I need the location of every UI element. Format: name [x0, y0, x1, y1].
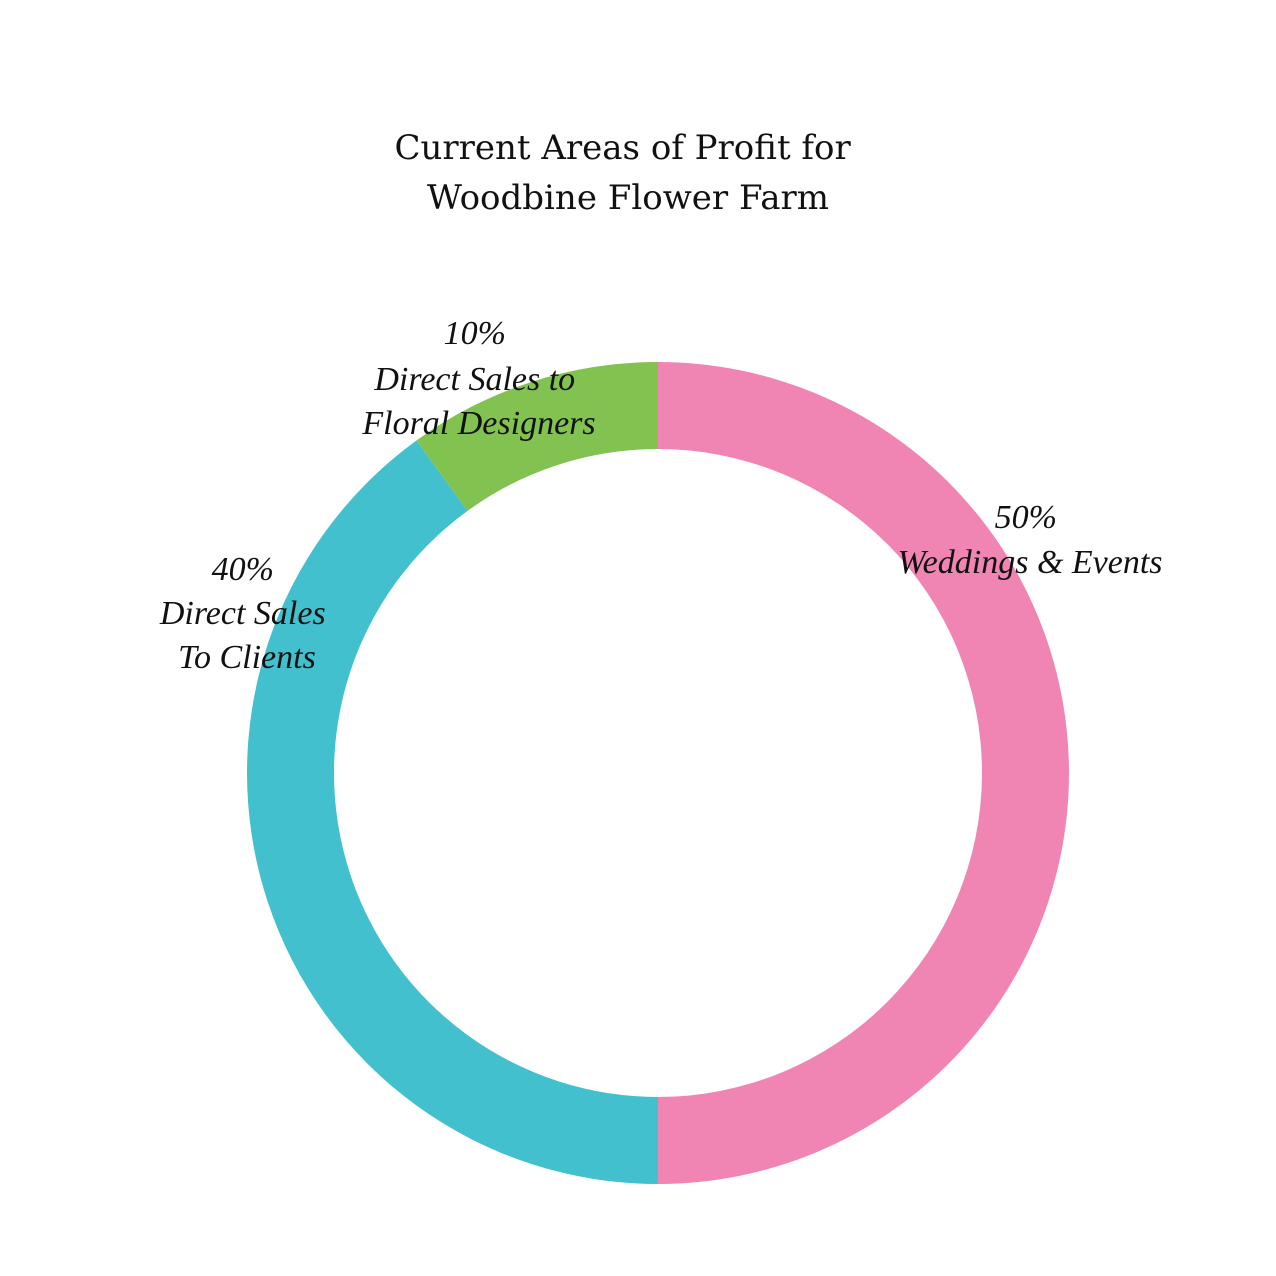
slice-value-weddings-events: 50% [995, 499, 1057, 536]
donut-slice-direct-sales-designers [416, 362, 658, 511]
slice-value-direct-sales-clients: 40% [212, 551, 274, 588]
donut-slices [247, 362, 1069, 1184]
chart-title-line-1: Current Areas of Profit for [394, 128, 851, 168]
slice-label-direct-sales-designers: 10% Direct Sales to Floral Designers [361, 315, 595, 442]
slice-label-direct-sales-clients: 40% Direct Sales To Clients [159, 551, 334, 676]
slice-label-weddings-events: 50% Weddings & Events [897, 499, 1162, 581]
chart-title-line-2: Woodbine Flower Farm [427, 178, 829, 218]
slice-name-direct-sales-clients-line-1: Direct Sales [159, 595, 326, 632]
slice-name-direct-sales-clients-line-2: To Clients [178, 639, 316, 676]
slice-value-direct-sales-designers: 10% [444, 315, 506, 352]
slice-name-direct-sales-designers-line-1: Direct Sales to [373, 361, 575, 398]
slice-name-direct-sales-designers-line-2: Floral Designers [361, 405, 595, 442]
donut-slice-weddings-events [658, 362, 1069, 1184]
donut-slice-direct-sales-clients [247, 440, 658, 1184]
slice-name-weddings-events: Weddings & Events [897, 544, 1162, 581]
chart-title: Current Areas of Profit for Woodbine Flo… [394, 128, 861, 218]
